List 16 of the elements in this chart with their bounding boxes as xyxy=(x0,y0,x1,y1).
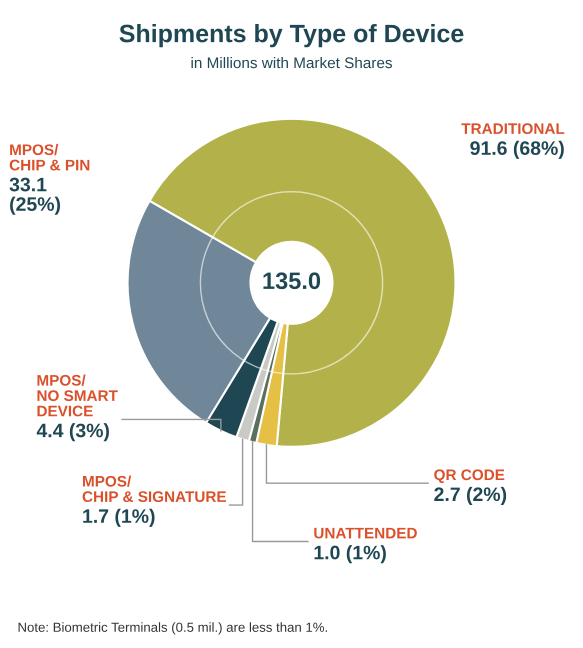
chart-subtitle: in Millions with Market Shares xyxy=(191,56,392,68)
slice-label: QR CODE xyxy=(434,469,504,484)
data-label: 4.4 (3%) xyxy=(36,423,109,442)
slice-label: MPOS/ CHIP & PIN xyxy=(10,144,90,170)
data-label: 2.7 (2%) xyxy=(434,486,506,505)
data-label: 1.0 (1%) xyxy=(314,545,386,564)
data-label: 91.6 (68%) xyxy=(470,140,564,159)
text: Note: Biometric Terminals (0.5 mil.) are less than 1%. xyxy=(18,622,327,635)
slice-label: TRADITIONAL xyxy=(461,123,564,134)
slice-label: MPOS/ CHIP & SIGNATURE xyxy=(82,475,226,502)
slice-label: UNATTENDED xyxy=(314,528,417,538)
data-label: 33.1 (25%) xyxy=(10,178,60,215)
text: 135.0 xyxy=(263,272,320,290)
data-label: 1.7 (1%) xyxy=(83,508,155,527)
slice-label: MPOS/ NO SMART DEVICE xyxy=(37,374,118,416)
chart-title: Shipments by Type of Device xyxy=(119,24,464,48)
